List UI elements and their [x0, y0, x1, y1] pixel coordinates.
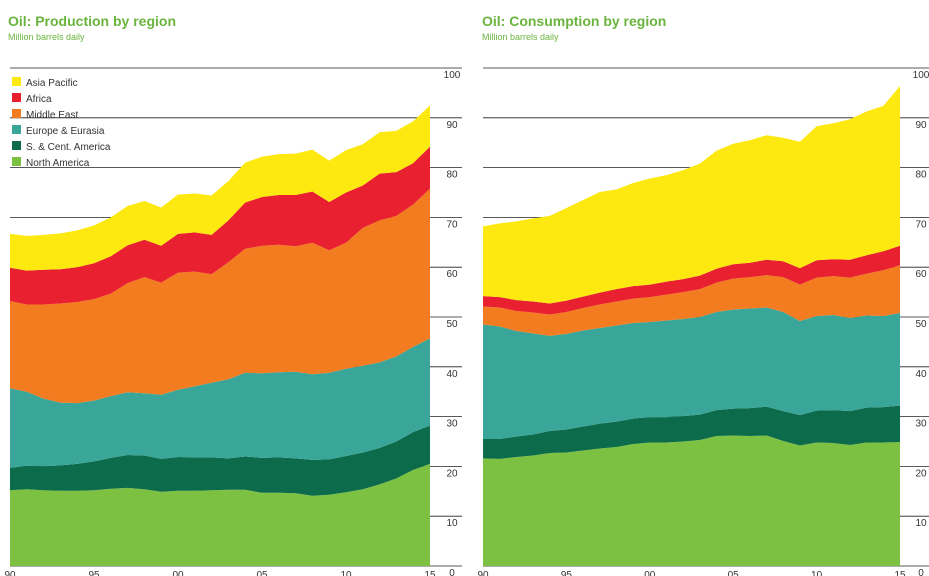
x-tick-label: 90: [477, 570, 489, 576]
legend-label: Africa: [26, 94, 52, 105]
legend-label: S. & Cent. America: [26, 142, 111, 153]
x-tick-label: 10: [811, 570, 823, 576]
legend-label: Asia Pacific: [26, 78, 78, 89]
legend-label: Middle East: [26, 110, 78, 121]
y-tick-label: 10: [446, 518, 458, 529]
y-tick-label: 0: [449, 568, 455, 576]
y-tick-label: 60: [446, 269, 458, 280]
legend-swatch: [12, 93, 21, 102]
area: [10, 146, 430, 305]
chart-title: Oil: Production by region: [8, 13, 176, 29]
y-tick-label: 70: [915, 219, 927, 230]
x-tick-label: 90: [4, 570, 16, 576]
y-tick-label: 30: [915, 419, 927, 430]
y-tick-label: 50: [446, 319, 458, 330]
y-tick-label: 100: [913, 70, 929, 81]
area: [483, 265, 900, 336]
area: [483, 85, 900, 304]
legend-label: North America: [26, 158, 90, 169]
legend-swatch: [12, 77, 21, 86]
area: [483, 307, 900, 440]
legend-swatch: [12, 109, 21, 118]
legend-swatch: [12, 125, 21, 134]
y-tick-label: 40: [915, 369, 927, 380]
legend-swatch: [12, 157, 21, 166]
y-tick-label: 0: [918, 568, 924, 576]
area: [10, 338, 430, 468]
y-tick-label: 70: [446, 219, 458, 230]
x-tick-label: 15: [424, 570, 436, 576]
y-tick-label: 60: [915, 269, 927, 280]
chart-title: Oil: Consumption by region: [482, 13, 666, 29]
x-tick-label: 05: [256, 570, 268, 576]
y-tick-label: 80: [446, 170, 458, 181]
area: [483, 405, 900, 459]
x-tick-label: 10: [340, 570, 352, 576]
chart-subtitle: Million barrels daily: [482, 32, 559, 42]
area: [10, 188, 430, 404]
x-tick-label: 00: [172, 570, 184, 576]
x-tick-label: 05: [728, 570, 740, 576]
x-tick-label: 00: [644, 570, 656, 576]
area: [483, 245, 900, 315]
x-tick-label: 15: [894, 570, 906, 576]
y-tick-label: 30: [446, 419, 458, 430]
y-tick-label: 90: [446, 120, 458, 131]
y-tick-label: 80: [915, 170, 927, 181]
y-tick-label: 40: [446, 369, 458, 380]
area: [483, 435, 900, 566]
y-tick-label: 50: [915, 319, 927, 330]
chart-subtitle: Million barrels daily: [8, 32, 85, 42]
legend-swatch: [12, 141, 21, 150]
x-tick-label: 95: [88, 570, 100, 576]
y-tick-label: 100: [444, 70, 461, 81]
y-tick-label: 20: [915, 468, 927, 479]
y-tick-label: 20: [446, 468, 458, 479]
area: [10, 425, 430, 496]
y-tick-label: 90: [915, 120, 927, 131]
area: [10, 463, 430, 566]
legend-label: Europe & Eurasia: [26, 126, 105, 137]
area: [10, 105, 430, 271]
y-tick-label: 10: [915, 518, 927, 529]
x-tick-label: 95: [561, 570, 573, 576]
